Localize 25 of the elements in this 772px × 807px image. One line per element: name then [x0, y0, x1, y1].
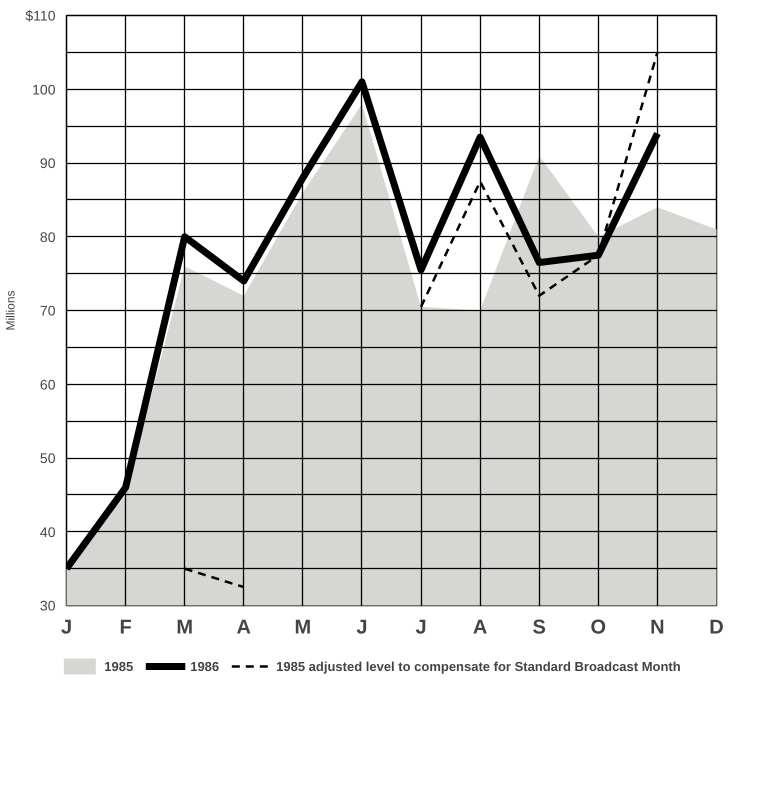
x-tick-label: J: [356, 616, 368, 638]
x-tick-label: M: [294, 616, 312, 638]
y-tick-label: 30: [40, 598, 56, 614]
x-tick-label: F: [119, 616, 132, 638]
x-tick-label: O: [590, 616, 606, 638]
x-tick-label: A: [472, 616, 488, 638]
legend-label: 1985 adjusted level to compensate for Standard Broadcast Month: [276, 658, 681, 674]
legend-label: 1986: [190, 658, 220, 674]
y-tick-label: 90: [40, 155, 56, 171]
y-tick-label: 70: [40, 302, 56, 318]
y-tick-label: 40: [40, 524, 56, 540]
y-tick-label: 60: [40, 376, 56, 392]
y-axis-title: Millions: [3, 290, 18, 331]
y-tick-label: 50: [40, 450, 56, 466]
x-tick-label: J: [60, 616, 72, 638]
x-tick-label: A: [236, 616, 252, 638]
x-tick-label: N: [650, 616, 665, 638]
y-tick-label: 100: [32, 81, 56, 98]
legend-label: 1985: [104, 658, 134, 674]
x-tick-label: S: [532, 616, 546, 638]
x-tick-label: D: [709, 616, 724, 638]
x-tick-label: M: [176, 616, 194, 638]
y-tick-label: $110: [25, 8, 56, 24]
y-tick-label: 80: [40, 228, 56, 245]
x-tick-label: J: [415, 616, 427, 638]
